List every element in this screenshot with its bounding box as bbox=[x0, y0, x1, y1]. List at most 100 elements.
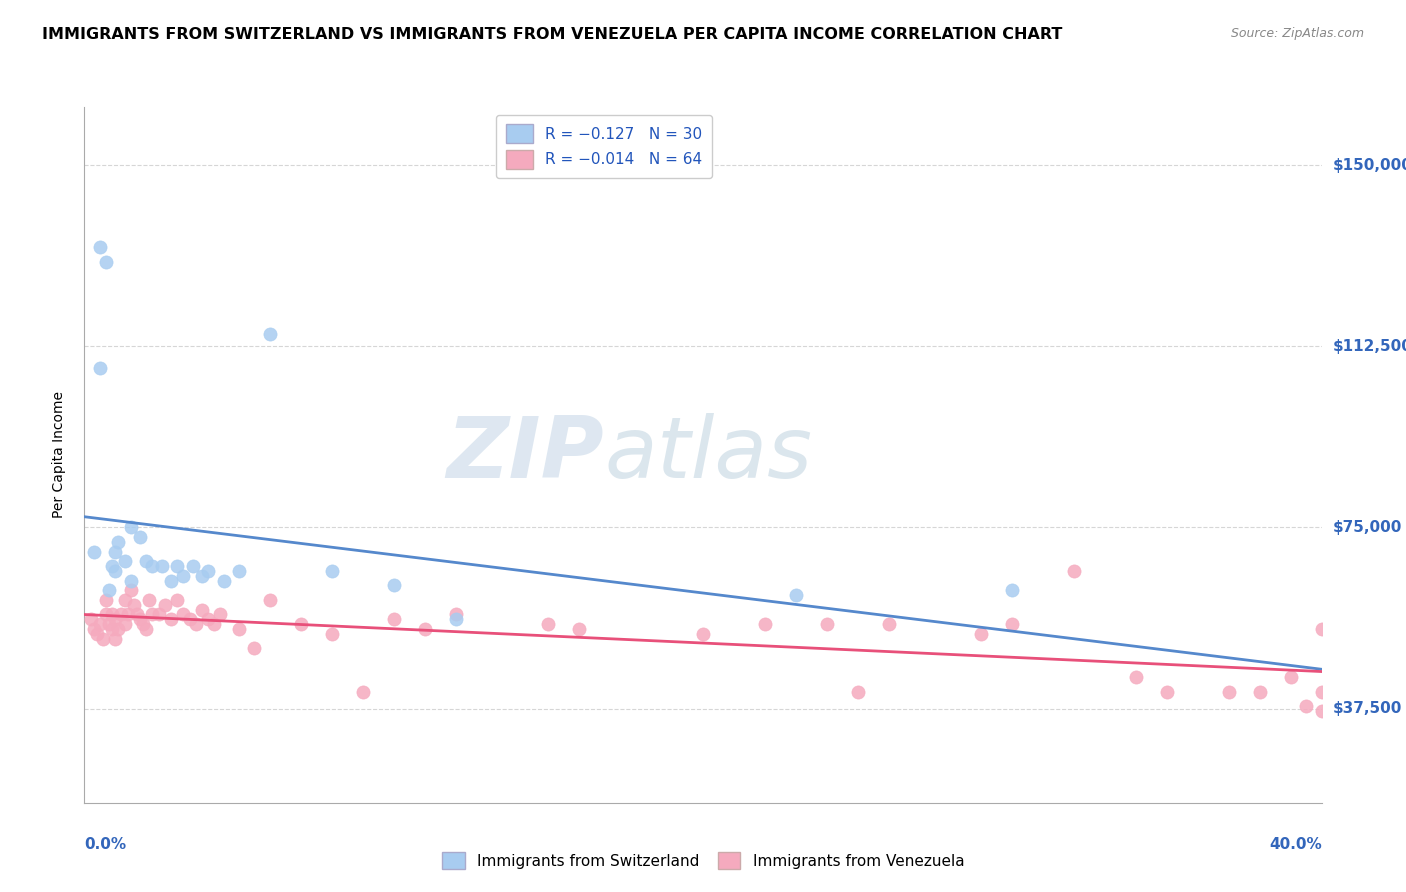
Point bbox=[212, 574, 235, 588]
Point bbox=[129, 530, 152, 544]
Point bbox=[568, 622, 591, 636]
Point bbox=[98, 617, 121, 632]
Legend: R = −0.127   N = 30, R = −0.014   N = 64: R = −0.127 N = 30, R = −0.014 N = 64 bbox=[496, 115, 711, 178]
Point bbox=[160, 612, 183, 626]
Point bbox=[141, 559, 163, 574]
Point bbox=[197, 564, 219, 578]
Text: $75,000: $75,000 bbox=[1333, 520, 1402, 535]
Text: ZIP: ZIP bbox=[446, 413, 605, 497]
Point bbox=[877, 617, 900, 632]
Text: atlas: atlas bbox=[605, 413, 813, 497]
Point bbox=[181, 559, 204, 574]
Point bbox=[114, 554, 136, 568]
Point bbox=[537, 617, 560, 632]
Point bbox=[1218, 684, 1240, 698]
Point bbox=[191, 602, 214, 616]
Point bbox=[79, 612, 101, 626]
Point bbox=[382, 578, 405, 592]
Point bbox=[94, 254, 117, 268]
Point bbox=[228, 564, 250, 578]
Point bbox=[114, 617, 136, 632]
Point bbox=[107, 534, 129, 549]
Point bbox=[1156, 684, 1178, 698]
Text: IMMIGRANTS FROM SWITZERLAND VS IMMIGRANTS FROM VENEZUELA PER CAPITA INCOME CORRE: IMMIGRANTS FROM SWITZERLAND VS IMMIGRANT… bbox=[42, 27, 1063, 42]
Point bbox=[166, 592, 188, 607]
Point bbox=[1001, 617, 1024, 632]
Point bbox=[191, 568, 214, 582]
Point bbox=[202, 617, 225, 632]
Point bbox=[120, 583, 142, 598]
Point bbox=[321, 626, 343, 640]
Point bbox=[135, 622, 157, 636]
Point bbox=[110, 607, 132, 622]
Point bbox=[101, 607, 124, 622]
Point bbox=[209, 607, 232, 622]
Point bbox=[98, 583, 121, 598]
Point bbox=[89, 361, 111, 376]
Point bbox=[970, 626, 993, 640]
Point bbox=[101, 559, 124, 574]
Point bbox=[846, 684, 869, 698]
Point bbox=[321, 564, 343, 578]
Point bbox=[197, 612, 219, 626]
Point bbox=[91, 632, 114, 646]
Point bbox=[135, 554, 157, 568]
Point bbox=[141, 607, 163, 622]
Point bbox=[86, 626, 108, 640]
Point bbox=[107, 622, 129, 636]
Point bbox=[1125, 670, 1147, 684]
Text: 40.0%: 40.0% bbox=[1268, 837, 1322, 852]
Point bbox=[785, 588, 807, 602]
Point bbox=[94, 592, 117, 607]
Point bbox=[114, 592, 136, 607]
Point bbox=[1001, 583, 1024, 598]
Point bbox=[352, 684, 374, 698]
Point bbox=[104, 612, 127, 626]
Point bbox=[153, 598, 176, 612]
Text: 0.0%: 0.0% bbox=[84, 837, 127, 852]
Point bbox=[138, 592, 160, 607]
Point bbox=[104, 564, 127, 578]
Point bbox=[125, 607, 148, 622]
Point bbox=[166, 559, 188, 574]
Text: $37,500: $37,500 bbox=[1333, 701, 1402, 716]
Point bbox=[104, 632, 127, 646]
Point bbox=[83, 622, 105, 636]
Point bbox=[172, 607, 194, 622]
Point bbox=[101, 622, 124, 636]
Point bbox=[132, 617, 155, 632]
Point bbox=[243, 641, 266, 656]
Point bbox=[1310, 622, 1333, 636]
Point bbox=[1310, 704, 1333, 718]
Point bbox=[382, 612, 405, 626]
Point bbox=[172, 568, 194, 582]
Y-axis label: Per Capita Income: Per Capita Income bbox=[52, 392, 66, 518]
Legend: Immigrants from Switzerland, Immigrants from Venezuela: Immigrants from Switzerland, Immigrants … bbox=[436, 846, 970, 875]
Point bbox=[160, 574, 183, 588]
Point bbox=[122, 598, 145, 612]
Text: $112,500: $112,500 bbox=[1333, 339, 1406, 354]
Point bbox=[179, 612, 201, 626]
Point bbox=[413, 622, 436, 636]
Point bbox=[444, 607, 467, 622]
Point bbox=[150, 559, 173, 574]
Point bbox=[89, 240, 111, 254]
Point bbox=[1063, 564, 1085, 578]
Text: $150,000: $150,000 bbox=[1333, 158, 1406, 172]
Text: Source: ZipAtlas.com: Source: ZipAtlas.com bbox=[1230, 27, 1364, 40]
Point bbox=[1279, 670, 1302, 684]
Point bbox=[692, 626, 714, 640]
Point bbox=[184, 617, 207, 632]
Point bbox=[1295, 699, 1317, 714]
Point bbox=[120, 520, 142, 534]
Point bbox=[228, 622, 250, 636]
Point bbox=[815, 617, 838, 632]
Point bbox=[754, 617, 776, 632]
Point bbox=[117, 607, 139, 622]
Point bbox=[120, 574, 142, 588]
Point bbox=[104, 544, 127, 558]
Point bbox=[259, 327, 281, 342]
Point bbox=[129, 612, 152, 626]
Point bbox=[290, 617, 312, 632]
Point bbox=[444, 612, 467, 626]
